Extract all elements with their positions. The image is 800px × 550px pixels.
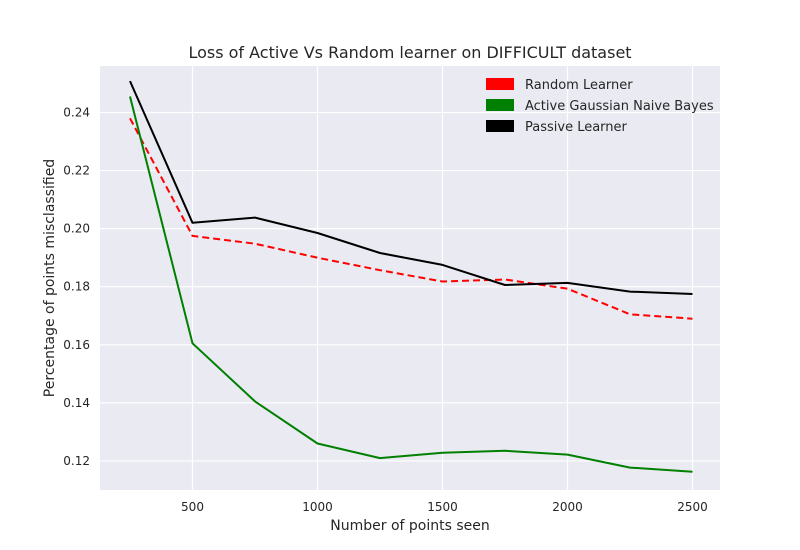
y-tick-label: 0.18: [63, 280, 90, 294]
grid: [100, 66, 720, 490]
y-tick-label: 0.24: [63, 105, 90, 119]
plot-background: [100, 66, 720, 490]
x-axis-ticks: 500 1000 1500 2000 2500: [181, 500, 708, 514]
series-line-passive-learner: [129, 80, 693, 295]
y-tick-label: 0.16: [63, 338, 90, 352]
legend-label: Active Gaussian Naive Bayes: [525, 99, 714, 114]
x-tick-label: 2000: [552, 500, 583, 514]
y-tick-label: 0.20: [63, 222, 90, 236]
legend-label: Random Learner: [525, 78, 633, 93]
legend-swatch: [486, 99, 514, 111]
legend: Random Learner Active Gaussian Naive Baye…: [486, 78, 714, 135]
x-tick-label: 2500: [677, 500, 708, 514]
y-tick-label: 0.22: [63, 164, 90, 178]
legend-label: Passive Learner: [525, 120, 628, 135]
y-axis-ticks: 0.12 0.14 0.16 0.18 0.20 0.22 0.24: [63, 105, 90, 467]
legend-swatch: [486, 120, 514, 132]
series-line-random-learner: [129, 117, 693, 320]
y-tick-label: 0.12: [63, 454, 90, 468]
y-axis-label: Percentage of points misclassified: [42, 159, 58, 397]
x-tick-label: 1500: [427, 500, 458, 514]
series-lines: [129, 80, 693, 473]
x-tick-label: 500: [181, 500, 204, 514]
y-tick-label: 0.14: [63, 396, 90, 410]
x-tick-label: 1000: [302, 500, 333, 514]
series-line-active-gaussian-naive-bayes: [129, 96, 693, 473]
x-axis-label: Number of points seen: [330, 518, 489, 534]
legend-swatch: [486, 78, 514, 90]
chart-title: Loss of Active Vs Random learner on DIFF…: [188, 43, 631, 62]
